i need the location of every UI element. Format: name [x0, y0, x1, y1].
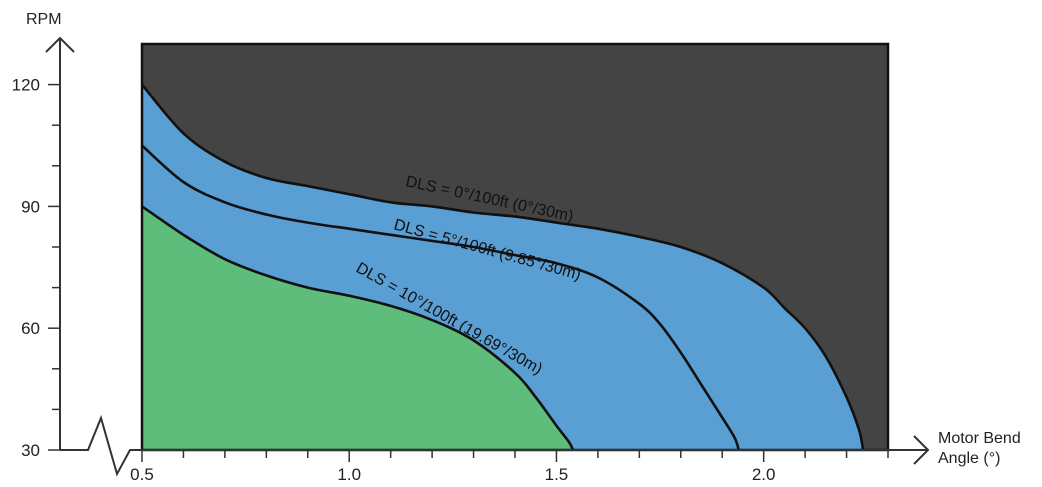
x-axis-title-line-1: Motor Bend: [938, 430, 1021, 447]
y-axis: RPM 30 60 90 120: [12, 11, 75, 460]
x-tick-label: 0.5: [130, 465, 154, 484]
curve-dls-0: [141, 83, 865, 451]
plot-area: [140, 42, 890, 452]
x-axis-arrow-icon: [913, 435, 930, 465]
x-ticks: 0.5 1.0 1.5 2.0: [130, 450, 889, 484]
y-axis-title: RPM: [26, 11, 62, 28]
x-axis-title-line-2: Angle (°): [938, 450, 1000, 467]
y-tick-label: 60: [21, 319, 40, 338]
x-tick-label: 1.5: [545, 465, 569, 484]
region-below-dls-10: [142, 206, 573, 450]
x-axis-line: [60, 414, 928, 477]
y-tick-label: 120: [12, 76, 40, 95]
x-tick-label: 1.0: [337, 465, 361, 484]
x-tick-label: 2.0: [752, 465, 776, 484]
x-axis-title: Motor Bend Angle (°): [938, 430, 1025, 467]
x-axis: Motor Bend Angle (°) 0.5 1.0 1.5 2.0: [60, 414, 1025, 484]
curve-dls-10: [141, 205, 575, 451]
y-tick-label: 30: [21, 441, 40, 460]
curve-dls-5: [141, 144, 741, 451]
y-tick-label: 90: [21, 197, 40, 216]
dls-curves: [141, 83, 865, 451]
y-ticks: 30 60 90 120: [12, 76, 60, 460]
y-axis-arrow-icon: [45, 36, 75, 53]
